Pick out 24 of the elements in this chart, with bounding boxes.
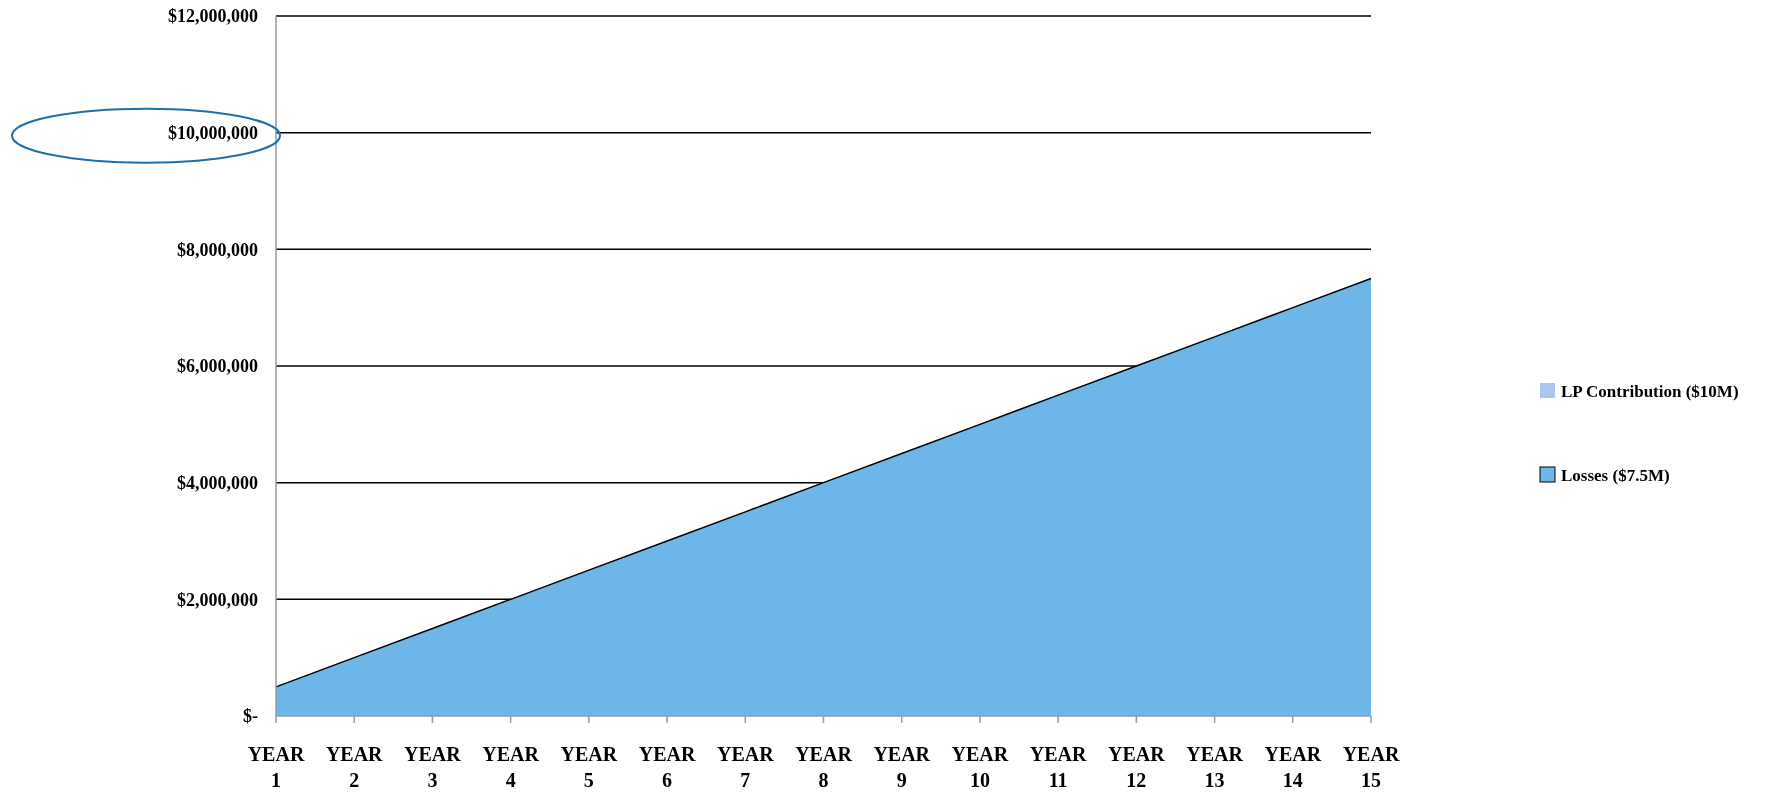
x-tick-label: YEAR 15 (1342, 743, 1400, 791)
y-tick-label: $4,000,000 (177, 472, 258, 493)
x-tick-label: YEAR 13 (1186, 743, 1244, 791)
x-tick-label: YEAR 9 (873, 743, 931, 791)
x-tick-label: YEAR 11 (1029, 743, 1088, 791)
x-tick-label: YEAR 3 (404, 743, 462, 791)
legend-label: Losses ($7.5M) (1561, 465, 1670, 485)
y-tick-label: $- (243, 706, 258, 727)
y-tick-label: $2,000,000 (177, 589, 258, 610)
x-tick-label: YEAR 10 (951, 743, 1009, 791)
x-tick-label: YEAR 14 (1264, 743, 1322, 791)
x-tick-label: YEAR 8 (795, 743, 853, 791)
y-tick-label: $10,000,000 (168, 122, 258, 143)
x-tick-label: YEAR 7 (716, 743, 775, 791)
x-tick-label: YEAR 6 (638, 743, 696, 791)
y-tick-label: $6,000,000 (177, 356, 258, 377)
y-tick-label: $12,000,000 (168, 6, 258, 27)
legend-label: LP Contribution ($10M) (1561, 381, 1739, 401)
x-tick-label: YEAR 12 (1108, 743, 1166, 791)
x-tick-label: YEAR 5 (560, 743, 618, 791)
y-tick-label: $8,000,000 (177, 239, 258, 260)
x-tick-label: YEAR 1 (247, 743, 305, 791)
x-tick-label: YEAR 4 (482, 743, 540, 791)
x-tick-label: YEAR 2 (325, 743, 384, 791)
